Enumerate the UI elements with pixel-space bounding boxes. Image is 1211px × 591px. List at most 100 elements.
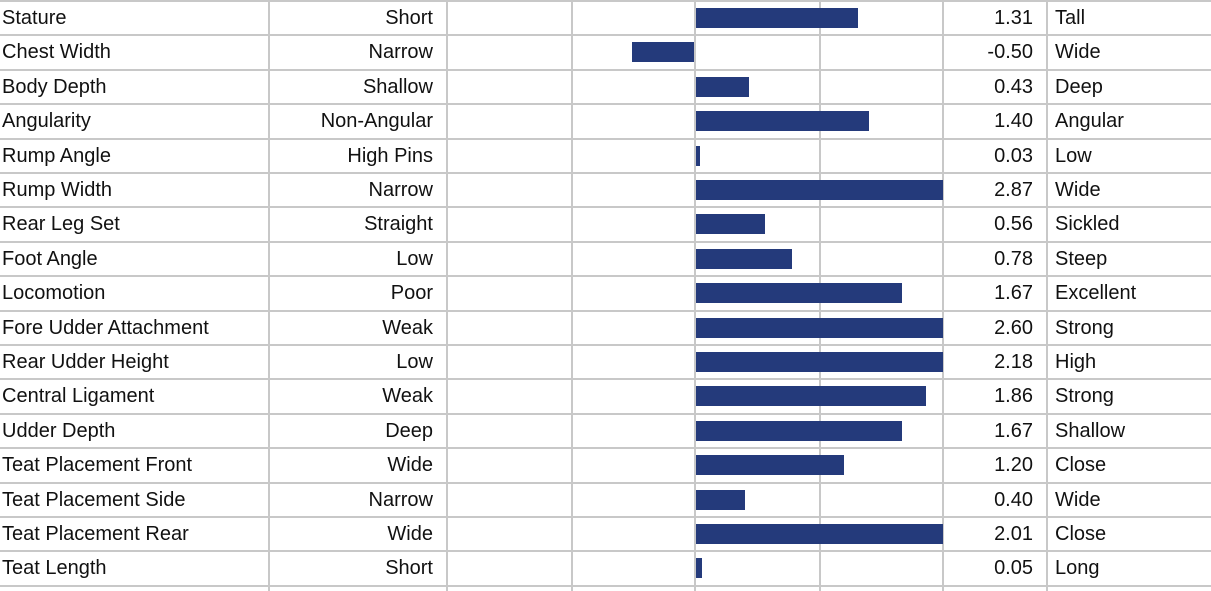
high-label: Low: [1055, 144, 1092, 167]
table-row: Chest Width Narrow -0.50 Wide: [0, 35, 1211, 69]
trait-label: Teat Length: [2, 557, 107, 580]
high-label: Strong: [1055, 385, 1114, 408]
low-label: Short: [385, 557, 433, 580]
grid-vline: [694, 0, 696, 591]
trait-label: Locomotion: [2, 282, 106, 305]
bar: [696, 524, 943, 544]
table-row: Foot Angle Low 0.78 Steep: [0, 242, 1211, 276]
value-label: 0.78: [994, 247, 1033, 270]
trait-label: Rear Leg Set: [2, 213, 120, 236]
low-label: Narrow: [368, 488, 433, 511]
table-row: Teat Placement Side Narrow 0.40 Wide: [0, 483, 1211, 517]
high-label: Strong: [1055, 316, 1114, 339]
grid-hline: [0, 344, 1211, 346]
bar: [696, 317, 943, 338]
value-label: 2.01: [994, 523, 1033, 545]
grid-hline: [0, 137, 1211, 140]
table-row: Teat Length Short 0.05 Long: [0, 551, 1211, 585]
trait-label: Body Depth: [2, 75, 107, 98]
bar: [696, 352, 943, 372]
low-label: Weak: [382, 385, 433, 408]
low-label: Poor: [390, 282, 433, 305]
trait-label: Central Ligament: [2, 385, 155, 408]
bar: [696, 214, 766, 235]
value-label: 0.56: [994, 213, 1033, 236]
bar: [696, 145, 700, 166]
grid-hline: [0, 34, 1211, 37]
bar: [696, 8, 858, 28]
value-label: 0.03: [994, 144, 1033, 167]
trait-label: Rump Width: [2, 179, 113, 201]
trait-label: Rear Udder Height: [2, 351, 169, 373]
grid-hline: [0, 172, 1211, 174]
high-label: Close: [1055, 523, 1107, 545]
trait-label: Teat Placement Rear: [2, 523, 189, 545]
table-row: Fore Udder Attachment Weak 2.60 Strong: [0, 311, 1211, 345]
value-label: 1.20: [994, 454, 1033, 477]
bar: [632, 42, 694, 63]
value-label: 1.67: [994, 419, 1033, 442]
high-label: Shallow: [1055, 419, 1126, 442]
trait-label: Angularity: [2, 110, 91, 133]
high-label: Close: [1055, 454, 1107, 477]
low-label: Low: [396, 247, 433, 270]
grid-vline: [1046, 0, 1048, 591]
grid-hline: [0, 516, 1211, 518]
low-label: Weak: [382, 316, 433, 339]
grid-hline: [0, 103, 1211, 106]
bar: [696, 248, 793, 269]
bar: [696, 76, 750, 97]
low-label: Shallow: [362, 75, 433, 98]
high-label: Wide: [1055, 41, 1101, 64]
value-label: 1.86: [994, 385, 1033, 408]
trait-label: Chest Width: [2, 41, 111, 64]
high-label: Angular: [1055, 110, 1124, 133]
value-label: 2.60: [994, 316, 1033, 339]
trait-label: Foot Angle: [2, 247, 98, 270]
bar: [696, 283, 903, 304]
table-row: Rump Angle High Pins 0.03 Low: [0, 139, 1211, 173]
trait-label: Stature: [2, 7, 67, 29]
high-label: Steep: [1055, 247, 1108, 270]
grid-hline: [0, 240, 1211, 243]
table-row: Teat Placement Rear Wide 2.01 Close: [0, 517, 1211, 551]
high-label: Excellent: [1055, 282, 1137, 305]
bar: [696, 558, 703, 579]
value-label: 0.43: [994, 75, 1033, 98]
high-label: Wide: [1055, 488, 1101, 511]
table-row: Body Depth Shallow 0.43 Deep: [0, 70, 1211, 104]
bar: [696, 420, 903, 441]
grid-hline: [0, 447, 1211, 450]
table-row: Stature Short 1.31 Tall: [0, 1, 1211, 35]
low-label: Low: [396, 351, 433, 373]
low-label: Wide: [387, 523, 433, 545]
low-label: Non-Angular: [320, 110, 433, 133]
grid-vline: [942, 0, 944, 591]
trait-label: Udder Depth: [2, 419, 116, 442]
high-label: Wide: [1055, 179, 1101, 201]
value-label: 1.40: [994, 110, 1033, 133]
high-label: High: [1055, 351, 1097, 373]
grid-vline: [268, 0, 270, 591]
value-label: 0.05: [994, 557, 1033, 580]
high-label: Deep: [1055, 75, 1103, 98]
grid-hline: [0, 378, 1211, 381]
trait-label: Teat Placement Front: [2, 454, 193, 477]
high-label: Sickled: [1055, 213, 1120, 236]
table-row: Teat Placement Front Wide 1.20 Close: [0, 448, 1211, 482]
grid-hline: [0, 584, 1211, 587]
table-row: Central Ligament Weak 1.86 Strong: [0, 379, 1211, 413]
high-label: Long: [1055, 557, 1100, 580]
value-label: 2.87: [994, 179, 1033, 201]
value-label: 1.67: [994, 282, 1033, 305]
grid-hline: [0, 275, 1211, 278]
low-label: Narrow: [368, 179, 433, 201]
low-label: Deep: [385, 419, 433, 442]
table-row: Rear Leg Set Straight 0.56 Sickled: [0, 207, 1211, 241]
low-label: Narrow: [368, 41, 433, 64]
grid-hline: [0, 550, 1211, 553]
trait-label: Teat Placement Side: [2, 488, 186, 511]
table-row: Locomotion Poor 1.67 Excellent: [0, 276, 1211, 310]
value-label: 2.18: [994, 351, 1033, 373]
